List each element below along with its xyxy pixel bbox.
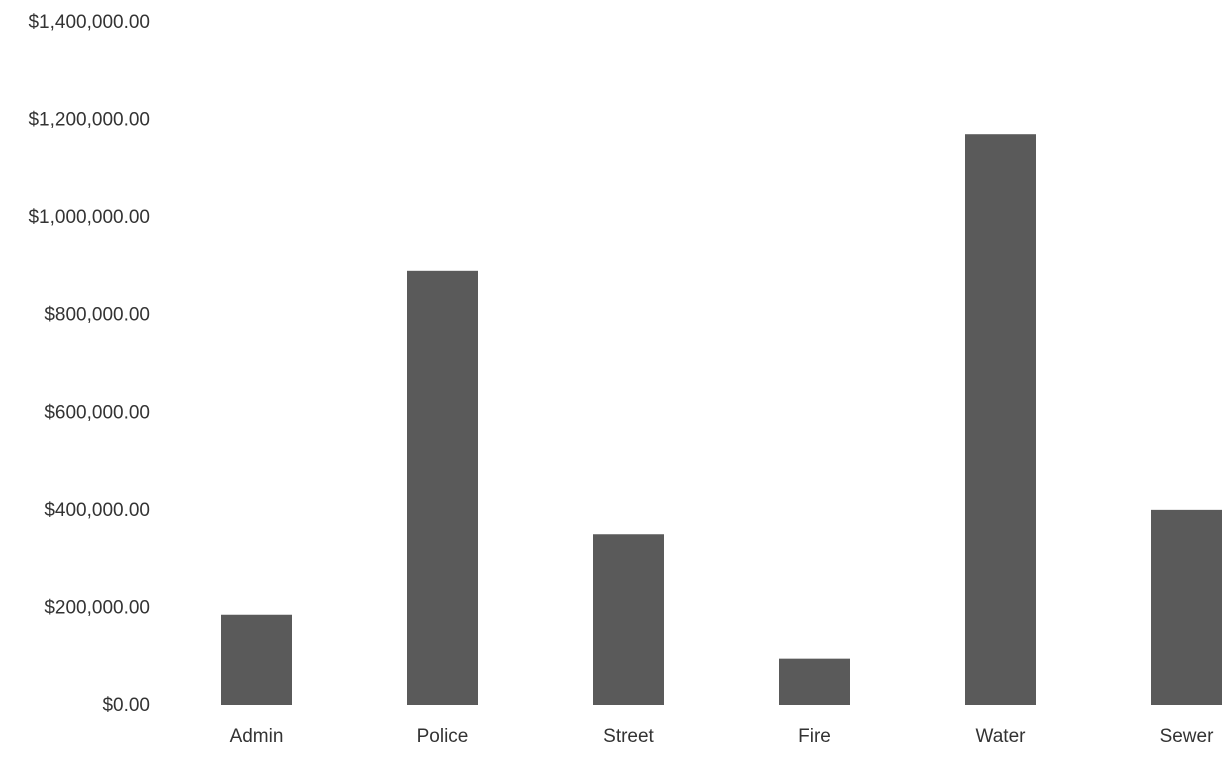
- y-axis: $0.00 $200,000.00 $400,000.00 $600,000.00 $8…: [28, 12, 150, 716]
- y-tick-label: $1,200,000.00: [28, 110, 150, 131]
- x-tick-label-street: Street: [603, 726, 654, 747]
- x-tick-label-fire: Fire: [798, 726, 831, 747]
- x-tick-label-water: Water: [976, 726, 1027, 747]
- y-tick-label: $1,400,000.00: [28, 12, 150, 33]
- y-tick-label: $1,000,000.00: [28, 207, 150, 228]
- bar-admin: [221, 614, 292, 705]
- y-tick-label: $400,000.00: [44, 500, 150, 521]
- x-axis: Admin Police Street Fire Water Sewer: [230, 726, 1215, 747]
- y-tick-label: $0.00: [102, 695, 150, 716]
- y-tick-label: $200,000.00: [44, 597, 150, 618]
- bar-sewer: [1151, 509, 1222, 705]
- bar-police: [407, 270, 478, 705]
- x-tick-label-sewer: Sewer: [1160, 726, 1215, 747]
- bar-street: [593, 534, 664, 705]
- y-tick-label: $600,000.00: [44, 402, 150, 423]
- x-tick-label-admin: Admin: [230, 726, 284, 747]
- bars: [221, 134, 1222, 705]
- bar-water: [965, 134, 1036, 705]
- x-tick-label-police: Police: [417, 726, 469, 747]
- y-tick-label: $800,000.00: [44, 305, 150, 326]
- bar-fire: [779, 658, 850, 705]
